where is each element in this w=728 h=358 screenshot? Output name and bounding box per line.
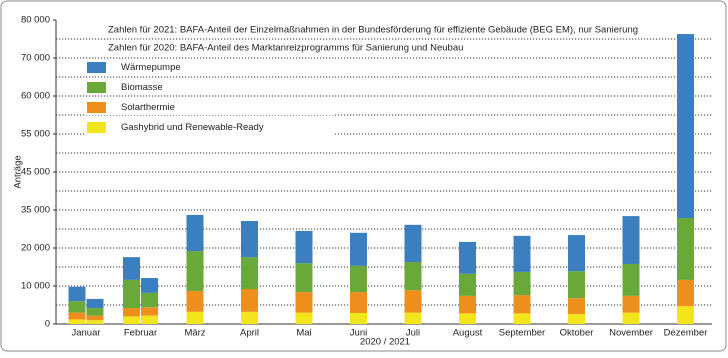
legend-label: Wärmepumpe [121, 62, 181, 73]
bar-segment [459, 241, 476, 274]
y-tick-label: 70 000 [21, 53, 50, 64]
x-tick-label: Januar [71, 328, 100, 339]
bar-segment [404, 224, 422, 263]
bar-segment [459, 273, 476, 296]
bar-segment [241, 257, 258, 290]
y-tick-label: 20 000 [21, 243, 50, 254]
legend-swatch [87, 82, 106, 93]
y-tick-label: 10 000 [21, 281, 50, 292]
bar-segment [186, 214, 204, 252]
legend-label: Biomasse [121, 82, 163, 93]
legend-label: Solarthermie [121, 102, 175, 113]
bar-segment [677, 217, 694, 280]
bar-segment [622, 216, 640, 264]
bar-segment [86, 308, 104, 316]
bar-segment [86, 320, 104, 324]
y-tick-label: 35 000 [21, 205, 50, 216]
bar-segment [295, 292, 313, 313]
y-tick-label: 80 000 [21, 15, 50, 26]
bar-segment [123, 316, 140, 324]
bar-segment [295, 263, 313, 293]
bar-segment [68, 286, 86, 302]
bar-segment [141, 315, 158, 324]
legend-label: Gashybrid und Renewable-Ready [121, 122, 264, 133]
bar-segment [622, 263, 640, 296]
bar-segment [86, 315, 104, 321]
bar-segment [513, 313, 531, 324]
legend-bg [85, 119, 335, 135]
bar-segment [350, 312, 367, 324]
bar-segment [186, 251, 204, 291]
x-tick-label: November [609, 328, 653, 339]
bar-segment [186, 311, 204, 324]
bar-segment [459, 295, 476, 314]
bar-segment [241, 311, 258, 324]
bar-segment [141, 307, 158, 316]
x-tick-label: März [184, 328, 205, 339]
bar-segment [123, 279, 140, 309]
bar-segment [123, 308, 140, 317]
bar-segment [677, 306, 694, 324]
x-tick-label: Mai [296, 328, 311, 339]
x-tick-label: Februar [124, 328, 157, 339]
x-tick-label: Oktober [560, 328, 594, 339]
bar-segment [350, 265, 367, 293]
bar-segment [513, 271, 531, 296]
x-tick-label: August [453, 328, 483, 339]
legend-bg [85, 79, 335, 95]
legend-swatch [87, 102, 106, 113]
bar-segment [677, 279, 694, 307]
annotation: Zahlen für 2020: BAFA-Anteil des Marktan… [108, 43, 463, 54]
legend-swatch [87, 62, 106, 73]
bar-segment [513, 235, 531, 272]
x-axis-label: 2020 / 2021 [360, 337, 410, 348]
annotation: Zahlen für 2021: BAFA-Anteil der Einzelm… [108, 25, 638, 36]
bar-segment [295, 312, 313, 324]
annotation-bg [106, 23, 592, 36]
bar-segment [568, 235, 585, 272]
bar-segment [241, 221, 258, 258]
bar-segment [68, 312, 86, 320]
bar-segment [677, 34, 694, 218]
bar-segment [350, 292, 367, 313]
x-tick-label: April [240, 328, 259, 339]
bar-segment [622, 295, 640, 313]
bar-segment [513, 295, 531, 314]
x-tick-label: Juli [406, 328, 420, 339]
bar-segment [295, 230, 313, 264]
y-axis-label: Anträge [13, 155, 24, 188]
bar-segment [404, 312, 422, 324]
bar-segment [68, 301, 86, 313]
bar-segment [350, 232, 367, 266]
bar-segment [186, 290, 204, 312]
x-tick-label: Dezember [664, 328, 708, 339]
x-tick-label: September [499, 328, 545, 339]
annotation-bg [106, 41, 448, 54]
legend-swatch [87, 122, 106, 133]
y-tick-label: 60 000 [21, 91, 50, 102]
y-tick-label: 45 000 [21, 167, 50, 178]
bar-segment [404, 262, 422, 291]
bar-segment [68, 319, 86, 324]
y-tick-label: 55 000 [21, 129, 50, 140]
bar-segment [459, 313, 476, 324]
bar-segment [568, 298, 585, 315]
legend-bg [85, 59, 335, 75]
bar-segment [568, 271, 585, 299]
x-tick-label: Juni [350, 328, 367, 339]
legend-bg [85, 99, 335, 115]
bar-segment [141, 278, 158, 293]
bar-segment [141, 292, 158, 308]
bar-segment [568, 314, 585, 324]
bar-segment [622, 312, 640, 324]
bar-segment [123, 257, 140, 280]
bar-segment [404, 290, 422, 313]
bar-segment [241, 289, 258, 312]
y-tick-label: 0 [45, 319, 50, 330]
bar-segment [86, 298, 104, 309]
